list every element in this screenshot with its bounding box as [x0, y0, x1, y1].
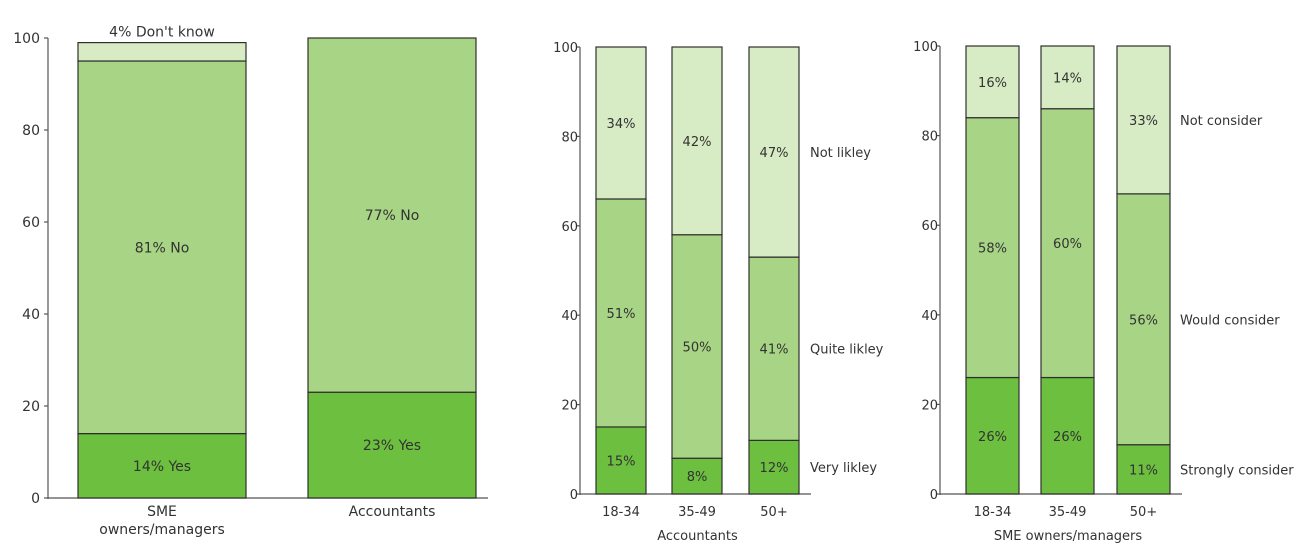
y-tick-label: 0 — [930, 488, 938, 503]
data-label: 81% No — [135, 240, 190, 256]
y-tick-label: 80 — [561, 130, 578, 145]
legend-label-not-consider: Not consider — [1180, 114, 1263, 129]
bar-18-34-quite-likley — [595, 198, 647, 428]
data-label: 14% Yes — [133, 459, 191, 475]
data-label: 50% — [683, 340, 712, 355]
x-category-label: 50+ — [760, 505, 787, 520]
x-axis-title: Accountants — [657, 529, 738, 544]
data-label: 60% — [1053, 237, 1082, 252]
x-category-label: 50+ — [1130, 505, 1157, 520]
y-tick-label: 40 — [22, 307, 40, 323]
bar-18-34-very-likley — [595, 426, 647, 495]
y-tick-label: 40 — [561, 309, 578, 324]
bar-50-not-consider — [1116, 45, 1171, 195]
bar-35-49-very-likley — [671, 457, 723, 495]
x-category-label: SME — [147, 504, 177, 520]
data-label: 26% — [1053, 430, 1082, 445]
x-axis-title: SME owners/managers — [994, 529, 1143, 544]
bar-35-49-would-consider — [1040, 108, 1095, 379]
y-tick-label: 0 — [31, 491, 40, 507]
data-label: 15% — [607, 454, 636, 469]
data-label: 34% — [607, 117, 636, 132]
panel-1-sme-vs-accountants: 0 20 40 60 80 100 14% Yes 81% No 4% Don't know SM… — [13, 25, 488, 538]
data-label: 14% — [1053, 71, 1082, 86]
bar-accountants-no — [307, 37, 477, 393]
legend-label-quite-likley: Quite likley — [810, 343, 884, 358]
legend-label-would-consider: Would consider — [1180, 313, 1280, 328]
y-tick-label: 80 — [921, 130, 938, 145]
data-label: 12% — [760, 461, 789, 476]
bar-accountants-yes — [307, 391, 477, 499]
x-category-label: Accountants — [349, 504, 436, 520]
data-label: 58% — [978, 242, 1007, 257]
y-tick-label: 60 — [561, 220, 578, 235]
y-tick-label: 100 — [913, 40, 938, 55]
data-label: 56% — [1129, 313, 1158, 328]
y-tick-label: 20 — [561, 399, 578, 414]
legend-label-strongly-consider: Strongly consider — [1180, 463, 1294, 478]
data-label: 51% — [607, 307, 636, 322]
y-tick-label: 20 — [921, 398, 938, 413]
data-label: 41% — [760, 343, 789, 358]
y-tick-label: 100 — [553, 41, 578, 56]
bar-35-49-not-likley — [671, 46, 723, 236]
y-tick-label: 100 — [13, 31, 40, 47]
y-tick-label: 40 — [921, 309, 938, 324]
bar-18-34-not-consider — [965, 45, 1020, 119]
bar-sme-owners-managers-don-t-know — [77, 41, 247, 62]
data-label: 42% — [683, 135, 712, 150]
bar-35-49-not-consider — [1040, 45, 1095, 110]
legend-label-very-likley: Very likley — [810, 461, 877, 476]
data-label: 4% Don't know — [109, 25, 215, 41]
x-category-label: owners/managers — [99, 522, 225, 538]
data-label: 26% — [978, 430, 1007, 445]
data-label: 11% — [1129, 463, 1158, 478]
y-tick-label: 0 — [570, 488, 578, 503]
data-label: 23% Yes — [363, 438, 421, 454]
x-category-label: 35-49 — [1049, 505, 1087, 520]
panel-2-accountants-by-age: 0 20 40 60 80 100 15% 51% 34% 18-34 8% 50% 42% 35-49 1… — [553, 41, 884, 544]
data-label: 8% — [687, 470, 708, 485]
y-tick-label: 80 — [22, 123, 40, 139]
bar-sme-owners-managers-no — [77, 60, 247, 435]
bar-18-34-not-likley — [595, 46, 647, 200]
bar-50-strongly-consider — [1116, 444, 1171, 495]
bar-35-49-quite-likley — [671, 234, 723, 459]
bar-50-quite-likley — [748, 256, 800, 441]
panel-3-sme-by-age: 0 20 40 60 80 100 26% 58% 16% 18-34 26% 60% 14% 35-49… — [913, 40, 1294, 544]
y-tick-label: 60 — [22, 215, 40, 231]
bar-35-49-strongly-consider — [1040, 376, 1095, 495]
y-tick-label: 60 — [921, 219, 938, 234]
y-tick-label: 20 — [22, 399, 40, 415]
x-category-label: 18-34 — [974, 505, 1012, 520]
bar-50-not-likley — [748, 46, 800, 258]
data-label: 77% No — [365, 208, 420, 224]
legend-label-not-likley: Not likley — [810, 146, 871, 161]
data-label: 33% — [1129, 114, 1158, 129]
bar-50-would-consider — [1116, 193, 1171, 446]
x-category-label: 18-34 — [602, 505, 640, 520]
data-label: 47% — [760, 146, 789, 161]
bar-sme-owners-managers-yes — [77, 433, 247, 499]
x-category-label: 35-49 — [678, 505, 716, 520]
data-label: 16% — [978, 76, 1007, 91]
bar-18-34-would-consider — [965, 117, 1020, 379]
